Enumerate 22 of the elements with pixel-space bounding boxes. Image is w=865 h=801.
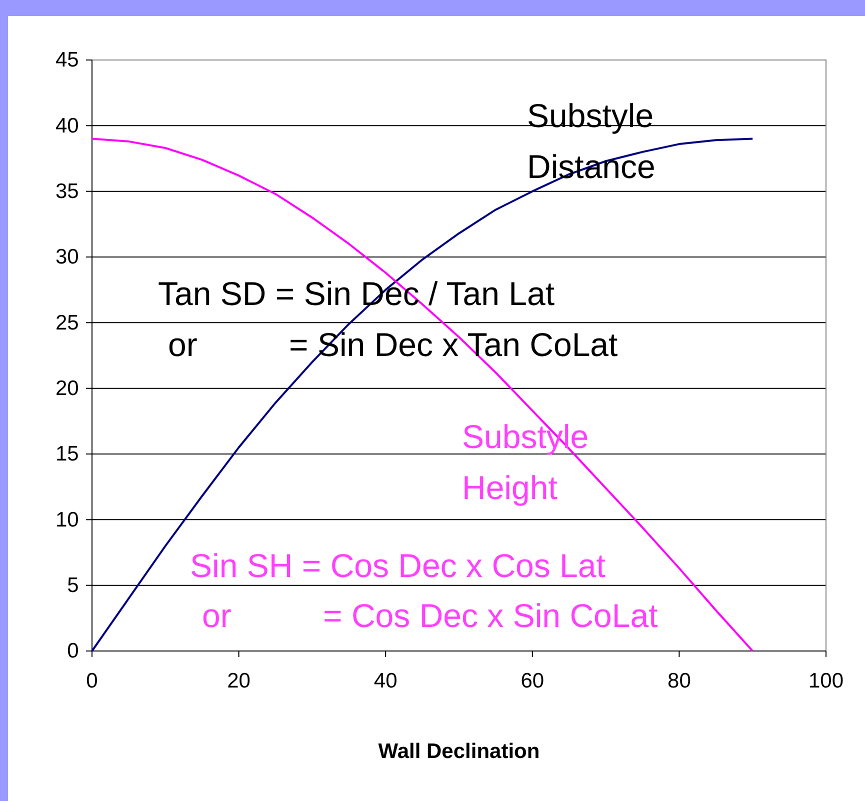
y-tick-label: 35	[55, 180, 79, 204]
y-tick-label: 0	[67, 640, 79, 663]
y-tick-label: 15	[55, 442, 79, 466]
x-tick-label: 20	[227, 669, 250, 692]
y-tick-label: 25	[55, 311, 79, 334]
x-tick-label: 60	[520, 669, 544, 692]
annotation: Height	[462, 469, 558, 506]
x-tick-label: 0	[86, 669, 98, 692]
x-tick-label: 40	[374, 669, 398, 692]
y-tick-label: 20	[55, 377, 79, 400]
annotation: Substyle	[527, 97, 654, 134]
y-tick-label: 45	[55, 48, 79, 72]
line-series	[91, 138, 754, 652]
y-tick-label: 30	[55, 246, 79, 269]
annotation: Sin SH = Cos Dec x Cos Lat	[190, 547, 606, 584]
x-tick-label: 100	[808, 669, 844, 692]
annotation: or = Cos Dec x Sin CoLat	[202, 597, 658, 634]
x-axis-title: Wall Declination	[378, 740, 540, 763]
x-tick-label: 80	[668, 669, 691, 692]
y-tick-label: 10	[55, 508, 79, 532]
y-tick-label: 40	[55, 114, 79, 138]
y-tick-label: 5	[67, 574, 79, 598]
